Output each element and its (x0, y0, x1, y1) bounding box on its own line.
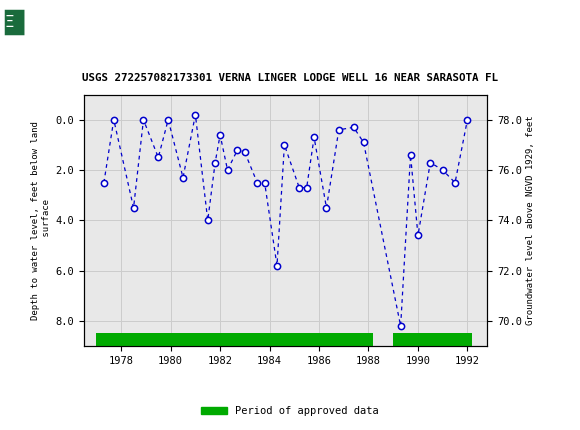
Text: █: █ (5, 10, 24, 35)
Y-axis label: Depth to water level, feet below land
 surface: Depth to water level, feet below land su… (31, 121, 52, 320)
Text: Ξ: Ξ (5, 15, 14, 30)
Bar (3, 4, 72, 43)
Bar (393, 333, 472, 347)
Text: USGS 272257082173301 VERNA LINGER LODGE WELL 16 NEAR SARASOTA FL: USGS 272257082173301 VERNA LINGER LODGE … (82, 73, 498, 83)
Legend: Period of approved data: Period of approved data (197, 402, 383, 421)
Y-axis label: Groundwater level above NGVD 1929, feet: Groundwater level above NGVD 1929, feet (526, 116, 535, 325)
Text: USGS: USGS (38, 15, 93, 33)
Bar (96, 333, 374, 347)
